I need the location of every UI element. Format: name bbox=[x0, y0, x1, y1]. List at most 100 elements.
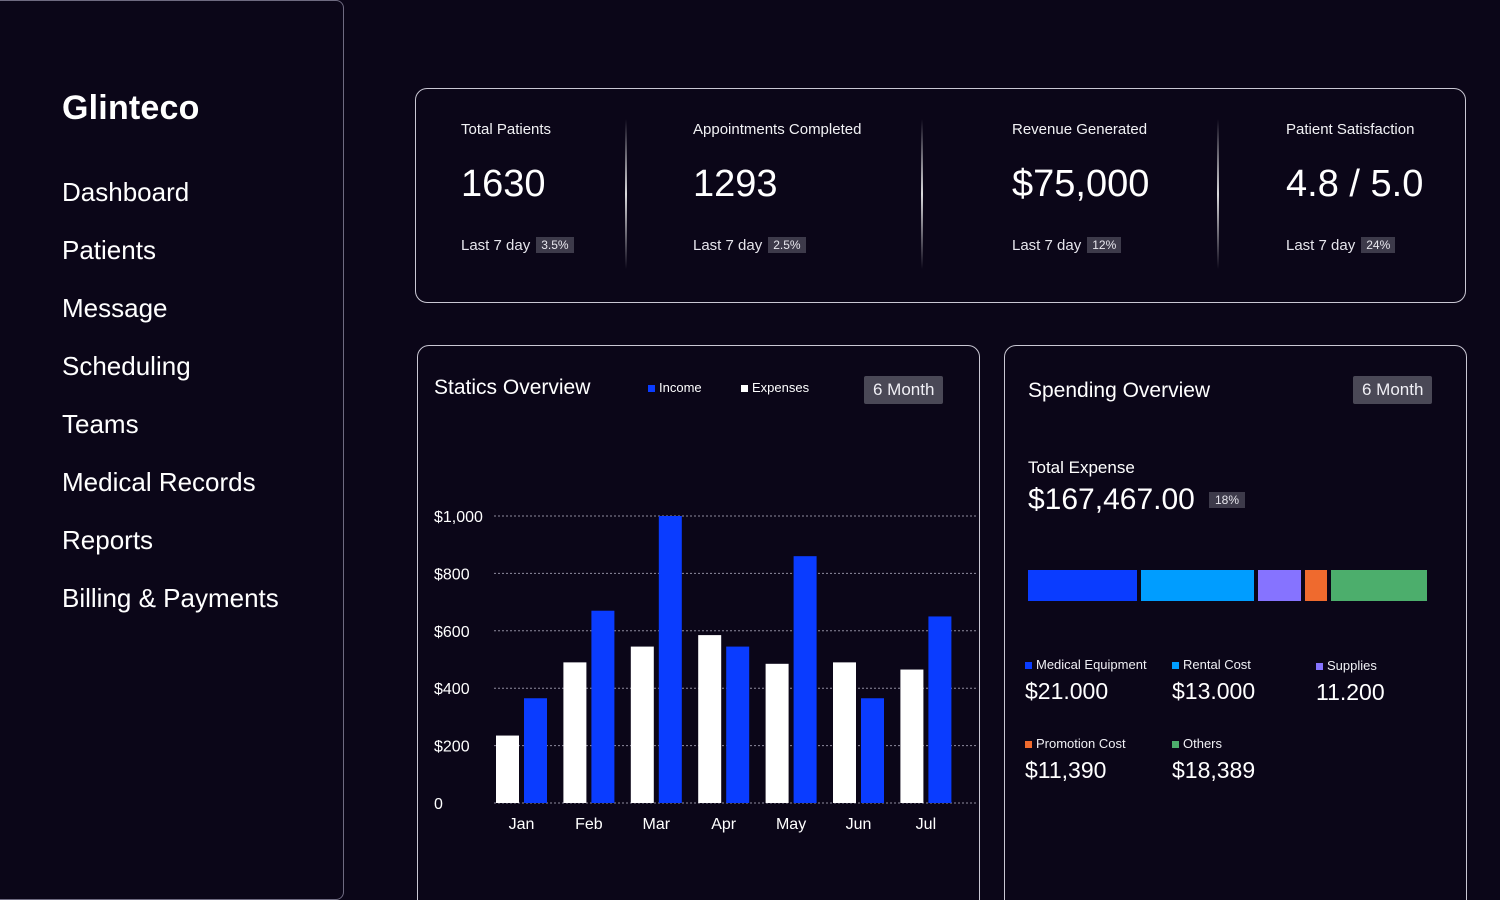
total-expense-change-badge: 18% bbox=[1209, 492, 1246, 508]
category-name: Medical Equipment bbox=[1036, 657, 1147, 672]
expenses-bar bbox=[698, 635, 722, 803]
spending-bar-segment bbox=[1028, 570, 1137, 601]
category-label: Others bbox=[1172, 736, 1255, 751]
kpi-value: $75,000 bbox=[1012, 163, 1150, 205]
kpi-value: 1630 bbox=[461, 163, 546, 205]
legend-expenses-label: Expenses bbox=[752, 380, 810, 395]
kpi-label: Appointments Completed bbox=[693, 121, 862, 138]
category-value: 11.200 bbox=[1316, 679, 1385, 705]
category-promotion-cost: Promotion Cost $11,390 bbox=[1025, 736, 1126, 784]
category-value: $18,389 bbox=[1172, 757, 1256, 783]
expenses-bar bbox=[630, 646, 654, 803]
kpi-value: 4.8 / 5.0 bbox=[1286, 163, 1424, 205]
income-bar bbox=[591, 610, 615, 803]
spending-title: Spending Overview bbox=[1028, 379, 1211, 402]
sidebar: Glinteco Dashboard Patients Message Sche… bbox=[0, 0, 344, 900]
kpi-period: Last 7 day 24% bbox=[1286, 237, 1396, 254]
nav-item-patients[interactable]: Patients bbox=[62, 235, 156, 265]
kpi-period: Last 7 day 12% bbox=[1012, 237, 1122, 254]
kpi-change-badge: 2.5% bbox=[768, 237, 806, 253]
spending-bar-segment bbox=[1331, 570, 1427, 601]
kpi-divider bbox=[1217, 119, 1219, 269]
kpi-divider bbox=[921, 119, 923, 269]
kpi-period-text: Last 7 day bbox=[1286, 237, 1356, 254]
expenses-bar bbox=[833, 662, 856, 803]
category-value: $21.000 bbox=[1025, 678, 1109, 704]
category-value: $13.000 bbox=[1172, 678, 1256, 704]
income-bar bbox=[658, 516, 682, 803]
legend-income-label: Income bbox=[659, 380, 702, 395]
kpi-label: Total Patients bbox=[461, 121, 552, 138]
category-value: $11,390 bbox=[1025, 757, 1107, 783]
nav-item-billing-payments[interactable]: Billing & Payments bbox=[62, 583, 279, 613]
kpi-divider bbox=[625, 119, 627, 269]
x-tick-label: Jan bbox=[509, 816, 535, 833]
spending-bar-segment bbox=[1305, 570, 1327, 601]
spending-period-dropdown[interactable]: 6 Month bbox=[1353, 376, 1433, 404]
kpi-panel: Total Patients 1630 Last 7 day 3.5% Appoi… bbox=[415, 88, 1466, 303]
income-bar bbox=[726, 646, 750, 803]
nav-item-medical-records[interactable]: Medical Records bbox=[62, 467, 256, 497]
x-tick-label: Apr bbox=[711, 816, 737, 833]
category-medical-equipment: Medical Equipment $21.000 bbox=[1025, 657, 1147, 705]
spending-overview-panel: Spending Overview 6 Month Total Expense … bbox=[1004, 345, 1467, 900]
y-tick-label: $200 bbox=[434, 739, 470, 756]
category-label: Rental Cost bbox=[1172, 657, 1255, 672]
kpi-change-badge: 12% bbox=[1087, 237, 1122, 253]
category-label: Supplies bbox=[1316, 658, 1385, 673]
category-label: Promotion Cost bbox=[1025, 736, 1126, 751]
category-swatch bbox=[1316, 663, 1323, 670]
statics-period-dropdown[interactable]: 6 Month bbox=[864, 376, 944, 404]
category-name: Others bbox=[1183, 736, 1223, 751]
category-swatch bbox=[1025, 741, 1032, 748]
statics-title: Statics Overview bbox=[434, 376, 591, 399]
legend-expenses: Expenses bbox=[741, 380, 809, 395]
y-tick-label: $1,000 bbox=[434, 509, 483, 526]
income-bar bbox=[793, 556, 817, 803]
x-tick-label: May bbox=[776, 816, 806, 833]
income-bar bbox=[861, 698, 884, 803]
category-name: Promotion Cost bbox=[1036, 736, 1126, 751]
expenses-bar bbox=[765, 663, 789, 803]
kpi-change-badge: 24% bbox=[1361, 237, 1396, 253]
nav-item-reports[interactable]: Reports bbox=[62, 525, 154, 555]
kpi-change-badge: 3.5% bbox=[536, 237, 574, 253]
category-swatch bbox=[1172, 741, 1179, 748]
x-tick-label: Jul bbox=[916, 816, 936, 833]
expenses-bar bbox=[563, 662, 587, 803]
expenses-bar bbox=[496, 735, 519, 803]
expenses-bar bbox=[900, 669, 924, 803]
kpi-period-text: Last 7 day bbox=[1012, 237, 1082, 254]
y-tick-label: $400 bbox=[434, 681, 470, 698]
kpi-period-text: Last 7 day bbox=[693, 237, 763, 254]
category-swatch bbox=[1025, 662, 1032, 669]
category-rental-cost: Rental Cost $13.000 bbox=[1172, 657, 1255, 705]
kpi-value: 1293 bbox=[693, 163, 778, 205]
statics-bar-chart: 0 $200 $400 $600 $800 $1,000 Jan Feb Mar Apr May Ju… bbox=[434, 509, 978, 833]
nav-item-dashboard[interactable]: Dashboard bbox=[62, 177, 190, 207]
legend-income: Income bbox=[648, 380, 702, 395]
category-supplies: Supplies 11.200 bbox=[1316, 658, 1385, 706]
category-swatch bbox=[1172, 662, 1179, 669]
income-bar bbox=[928, 616, 952, 803]
total-expense-label: Total Expense bbox=[1028, 458, 1135, 477]
category-label: Medical Equipment bbox=[1025, 657, 1147, 672]
nav-item-scheduling[interactable]: Scheduling bbox=[62, 351, 191, 381]
sidebar-nav: Dashboard Patients Message Scheduling Te… bbox=[62, 173, 279, 637]
kpi-period: Last 7 day 3.5% bbox=[461, 237, 574, 254]
total-expense-value: $167,467.00 bbox=[1028, 483, 1195, 516]
x-tick-label: Jun bbox=[846, 816, 872, 833]
kpi-label: Patient Satisfaction bbox=[1286, 121, 1415, 138]
legend-income-swatch bbox=[648, 385, 655, 392]
nav-item-teams[interactable]: Teams bbox=[62, 409, 139, 439]
income-bar bbox=[524, 698, 547, 803]
category-name: Rental Cost bbox=[1183, 657, 1251, 672]
spending-bar-segment bbox=[1141, 570, 1254, 601]
y-tick-label: 0 bbox=[434, 796, 443, 813]
nav-item-message[interactable]: Message bbox=[62, 293, 168, 323]
y-tick-label: $600 bbox=[434, 624, 470, 641]
legend-expenses-swatch bbox=[741, 385, 748, 392]
statics-overview-panel: 0 $200 $400 $600 $800 $1,000 Jan Feb Mar Apr May Ju… bbox=[417, 345, 980, 900]
x-tick-label: Mar bbox=[643, 816, 671, 833]
x-tick-label: Feb bbox=[575, 816, 603, 833]
